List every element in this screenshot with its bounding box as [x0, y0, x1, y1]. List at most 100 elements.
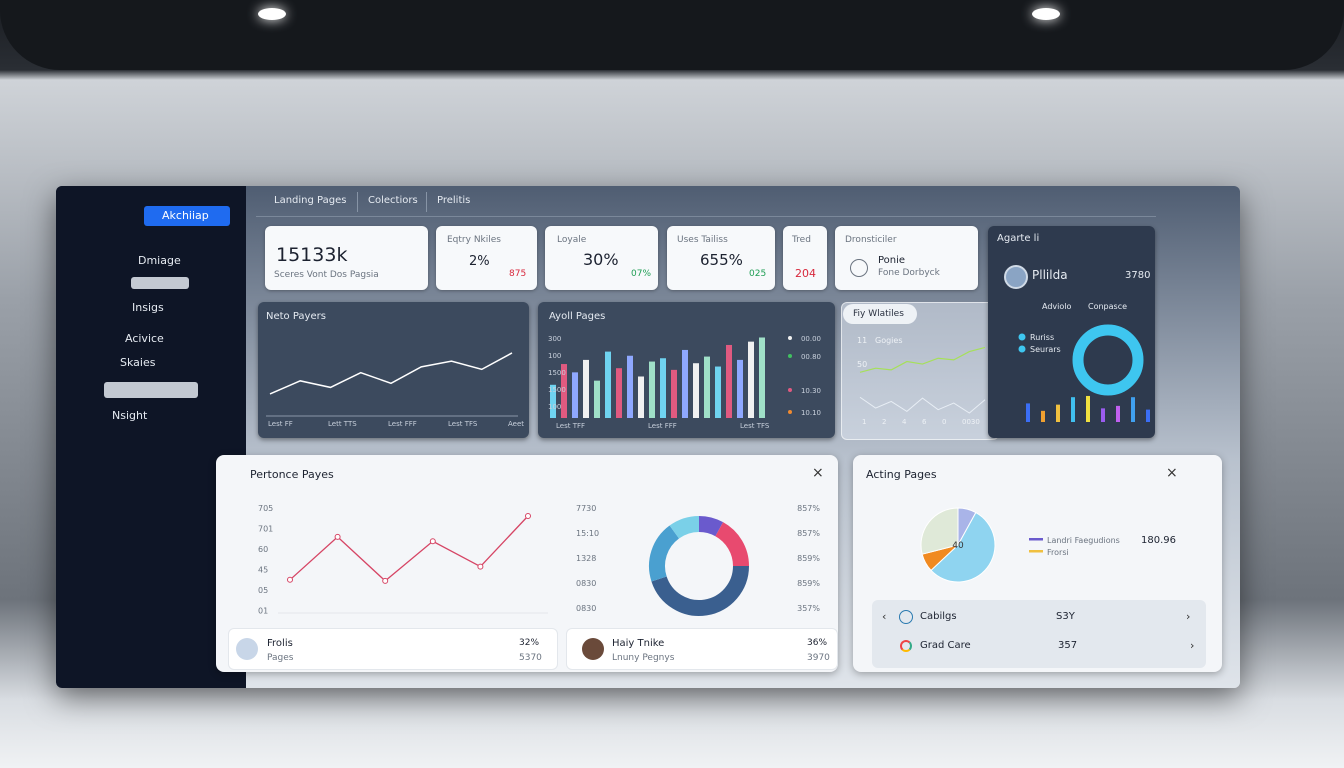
- nav-item[interactable]: Insigs: [132, 301, 164, 314]
- axis-label: 300: [548, 335, 561, 343]
- bar: [649, 361, 655, 418]
- close-button[interactable]: ×: [1166, 465, 1178, 481]
- bar: [671, 369, 677, 418]
- row-num: 3970: [807, 653, 830, 663]
- stat-label: Sceres Vont Dos Pagsia: [274, 270, 379, 280]
- nav-arrow[interactable]: ‹: [882, 610, 887, 623]
- line-series: [289, 515, 529, 582]
- axis-label: 01: [258, 607, 268, 616]
- point: [477, 563, 484, 570]
- line-series: [859, 346, 986, 373]
- avatar-icon: [850, 259, 868, 277]
- nav-arrow[interactable]: ›: [1186, 610, 1191, 623]
- bar: [737, 359, 743, 418]
- bar: [715, 366, 721, 418]
- row-value: S3Y: [1056, 611, 1075, 622]
- legend-dot: [788, 388, 792, 392]
- bar: [682, 349, 688, 418]
- axis-label: 1500: [548, 386, 566, 394]
- bar: [638, 376, 644, 418]
- row-num: 5370: [519, 653, 542, 663]
- brand-button[interactable]: [144, 206, 230, 226]
- row-card: [228, 628, 558, 670]
- bar: [1146, 409, 1150, 422]
- axis-label: Lest TFS: [448, 420, 478, 428]
- axis-label: 1: [862, 418, 866, 426]
- nav-highlight[interactable]: [104, 382, 198, 398]
- header-divider: [256, 216, 1156, 217]
- nav-item[interactable]: Nsight: [112, 409, 148, 422]
- stat-title: Eqtry Nkiles: [447, 235, 501, 245]
- bar: [561, 364, 567, 418]
- axis-label: 1328: [576, 554, 596, 563]
- avatar: [1004, 265, 1028, 289]
- line-series: [269, 352, 513, 395]
- stat-value: 655%: [700, 251, 743, 269]
- stat-card: [265, 226, 428, 290]
- axis-label: 0: [942, 418, 946, 426]
- axis-label: 357%: [797, 604, 820, 613]
- donut-segment: [649, 525, 680, 582]
- bar: [693, 363, 699, 418]
- legend-value: 180.96: [1141, 535, 1176, 546]
- donut-segment: [651, 565, 749, 616]
- nav-item[interactable]: Skaies: [120, 356, 156, 369]
- pie-slice: [930, 511, 996, 583]
- point: [525, 513, 531, 519]
- row-name: Frolis: [267, 638, 293, 649]
- point: [429, 538, 436, 545]
- row-value: 357: [1058, 640, 1078, 651]
- axis-label: 0830: [576, 579, 596, 588]
- axis-label: 2: [882, 418, 886, 426]
- axis-label: 705: [258, 504, 273, 513]
- nav-highlight[interactable]: [131, 277, 189, 289]
- bar: [616, 368, 622, 418]
- nav-arrow[interactable]: ›: [1190, 639, 1195, 652]
- panel-title: Fiy Wlatiles: [853, 309, 904, 319]
- axis-label: 00.00: [801, 335, 821, 343]
- axis-label: 00.80: [801, 353, 821, 361]
- axis-label: 857%: [797, 529, 820, 538]
- legend-label: Ruriss: [1030, 333, 1055, 342]
- avatar: [236, 638, 258, 660]
- axis-label: Lett TTS: [328, 420, 357, 428]
- panel-title: Ayoll Pages: [549, 311, 606, 322]
- nav-item[interactable]: Dmiage: [138, 254, 181, 267]
- bar: [605, 351, 611, 418]
- close-button[interactable]: ×: [812, 465, 824, 481]
- point: [382, 577, 389, 584]
- stat-title: Tred: [792, 235, 811, 245]
- tab[interactable]: Prelitis: [437, 195, 471, 206]
- pie-slice: [920, 507, 959, 555]
- row-pct: 32%: [519, 638, 540, 648]
- axis-label: Lest TFF: [556, 422, 585, 430]
- agent-meta: Conpasce: [1088, 302, 1128, 311]
- panel-title: Agarte li: [997, 233, 1040, 244]
- axis-label: 11: [857, 336, 867, 345]
- legend-swatch: [1029, 550, 1043, 553]
- stat-label: Fone Dorbyck: [878, 268, 940, 278]
- axis-label: 859%: [797, 579, 820, 588]
- stat-card: [436, 226, 537, 290]
- stat-title: Dronsticiler: [845, 235, 897, 245]
- light: [258, 8, 286, 20]
- tab[interactable]: Landing Pages: [274, 195, 347, 206]
- bar: [660, 358, 666, 418]
- bar: [748, 341, 754, 418]
- stat-card: [545, 226, 658, 290]
- agent-value: 3780: [1125, 270, 1151, 281]
- axis-label: 15:10: [576, 529, 599, 538]
- tab[interactable]: Colectiors: [368, 195, 418, 206]
- nav-item[interactable]: Acivice: [125, 332, 164, 345]
- bar: [759, 337, 765, 418]
- legend-label: Frorsi: [1047, 548, 1069, 557]
- row-name: Cabilgs: [920, 611, 957, 622]
- axis-label: Lest FFF: [388, 420, 417, 428]
- stat-card: [835, 226, 978, 290]
- row-sub: Pages: [267, 653, 294, 663]
- axis-label: Lest FF: [268, 420, 293, 428]
- axis-label: 701: [258, 525, 273, 534]
- bar: [1101, 408, 1105, 422]
- bar: [1116, 405, 1120, 422]
